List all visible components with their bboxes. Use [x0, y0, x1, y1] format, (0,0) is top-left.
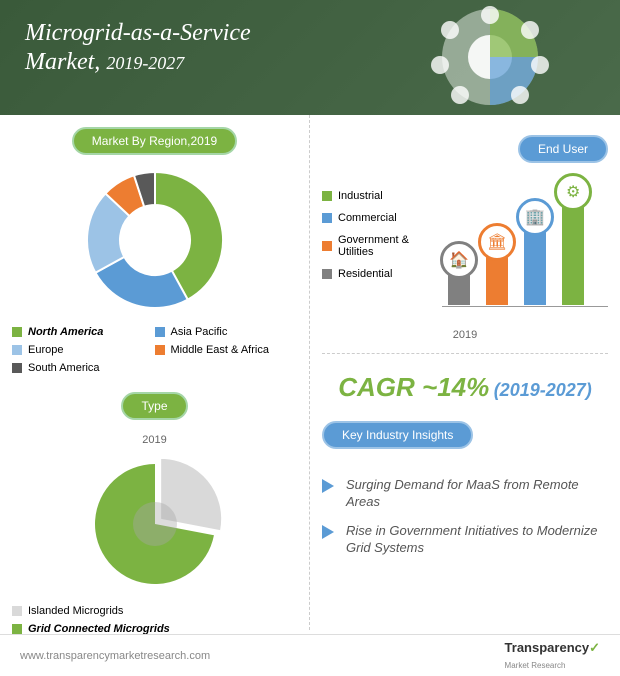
pillar: ⚙	[562, 195, 584, 305]
legend-item: Asia Pacific	[155, 323, 298, 341]
type-legend: Islanded MicrogridsGrid Connected Microg…	[12, 602, 297, 638]
header: Microgrid-as-a-Service Market, 2019-2027	[0, 0, 620, 115]
legend-item: Commercial	[322, 207, 442, 229]
legend-item: Government & Utilities	[322, 229, 442, 263]
type-year: 2019	[12, 434, 297, 446]
insight-item: Surging Demand for MaaS from Remote Area…	[322, 471, 608, 517]
insights-badge: Key Industry Insights	[322, 421, 473, 449]
enduser-legend: IndustrialCommercialGovernment & Utiliti…	[322, 185, 442, 325]
insights-section: Key Industry Insights Surging Demand for…	[322, 421, 608, 563]
type-section: Type 2019 Islanded MicrogridsGrid Connec…	[12, 392, 297, 638]
legend-item: Europe	[12, 341, 155, 359]
region-badge: Market By Region,2019	[72, 127, 237, 155]
cagr: CAGR ~14% (2019-2027)	[322, 372, 608, 403]
enduser-badge: End User	[518, 135, 608, 163]
legend-item: Industrial	[322, 185, 442, 207]
left-column: Market By Region,2019 North AmericaAsia …	[0, 115, 310, 630]
type-badge: Type	[121, 392, 187, 420]
legend-item: North America	[12, 323, 155, 341]
cagr-years: (2019-2027)	[494, 380, 592, 400]
header-wheel-graphic	[400, 5, 600, 110]
content: Market By Region,2019 North AmericaAsia …	[0, 115, 620, 630]
divider	[322, 353, 608, 354]
type-pie-chart	[12, 454, 297, 594]
legend-item: South America	[12, 359, 155, 377]
footer-logo: Transparency✓ Market Research	[505, 640, 600, 671]
insights-list: Surging Demand for MaaS from Remote Area…	[322, 471, 608, 563]
legend-item: Islanded Microgrids	[12, 602, 297, 620]
enduser-section: End User IndustrialCommercialGovernment …	[322, 127, 608, 341]
enduser-pillars: 🏠 🏛 🏢⚙	[442, 185, 608, 325]
region-donut-chart	[12, 165, 297, 315]
region-legend: North AmericaAsia PacificEuropeMiddle Ea…	[12, 323, 297, 377]
footer-url: www.transparencymarketresearch.com	[20, 650, 210, 662]
pillar: 🏢	[524, 220, 546, 305]
cagr-text: CAGR ~14%	[338, 372, 489, 402]
pillar: 🏛	[486, 245, 508, 305]
footer: www.transparencymarketresearch.com Trans…	[0, 634, 620, 676]
legend-item: Middle East & Africa	[155, 341, 298, 359]
enduser-year: 2019	[322, 329, 608, 341]
pillar: 🏠	[448, 263, 470, 305]
insight-item: Rise in Government Initiatives to Modern…	[322, 517, 608, 563]
legend-item: Residential	[322, 263, 442, 285]
right-column: End User IndustrialCommercialGovernment …	[310, 115, 620, 630]
